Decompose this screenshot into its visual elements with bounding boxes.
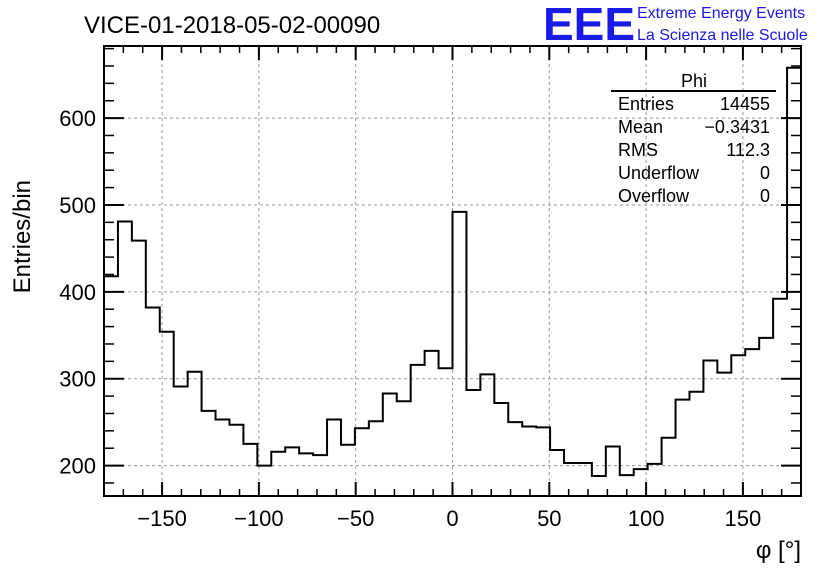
x-tick-label: 50 xyxy=(537,506,561,531)
y-tick-label: 200 xyxy=(59,454,96,479)
stats-value-entries: 14455 xyxy=(720,94,770,114)
stats-title: Phi xyxy=(681,71,707,91)
x-tick-label: −150 xyxy=(137,506,187,531)
y-axis-label: Entries/bin xyxy=(9,180,36,293)
stats-label-rms: RMS xyxy=(618,140,658,160)
axis-tick-labels: −150 −100 −50 0 50 100 150 200 300 400 500 600 xyxy=(59,106,761,531)
x-tick-label: −50 xyxy=(337,506,374,531)
x-tick-label: 100 xyxy=(628,506,665,531)
x-axis-label: φ [°] xyxy=(756,537,801,564)
x-tick-label: −100 xyxy=(234,506,284,531)
y-tick-label: 400 xyxy=(59,280,96,305)
stats-value-underflow: 0 xyxy=(760,163,770,183)
stats-label-underflow: Underflow xyxy=(618,163,700,183)
y-tick-label: 600 xyxy=(59,106,96,131)
x-tick-label: 0 xyxy=(446,506,458,531)
axis-ticks xyxy=(104,46,801,496)
x-tick-label: 150 xyxy=(725,506,762,531)
stats-label-entries: Entries xyxy=(618,94,674,114)
stats-value-overflow: 0 xyxy=(760,186,770,206)
stats-value-mean: −0.3431 xyxy=(704,117,770,137)
histogram-line xyxy=(104,66,801,478)
stats-box: Phi Entries 14455 Mean −0.3431 RMS 112.3… xyxy=(611,71,776,206)
y-tick-label: 300 xyxy=(59,367,96,392)
logo-mark: EEE xyxy=(543,0,635,50)
logo-line-2: La Scienza nelle Scuole xyxy=(637,27,808,44)
stats-label-overflow: Overflow xyxy=(618,186,690,206)
logo-line-1: Extreme Energy Events xyxy=(637,5,805,22)
stats-label-mean: Mean xyxy=(618,117,663,137)
y-tick-label: 500 xyxy=(59,193,96,218)
chart-title: VICE-01-2018-05-02-00090 xyxy=(84,12,380,39)
stats-value-rms: 112.3 xyxy=(726,140,770,160)
